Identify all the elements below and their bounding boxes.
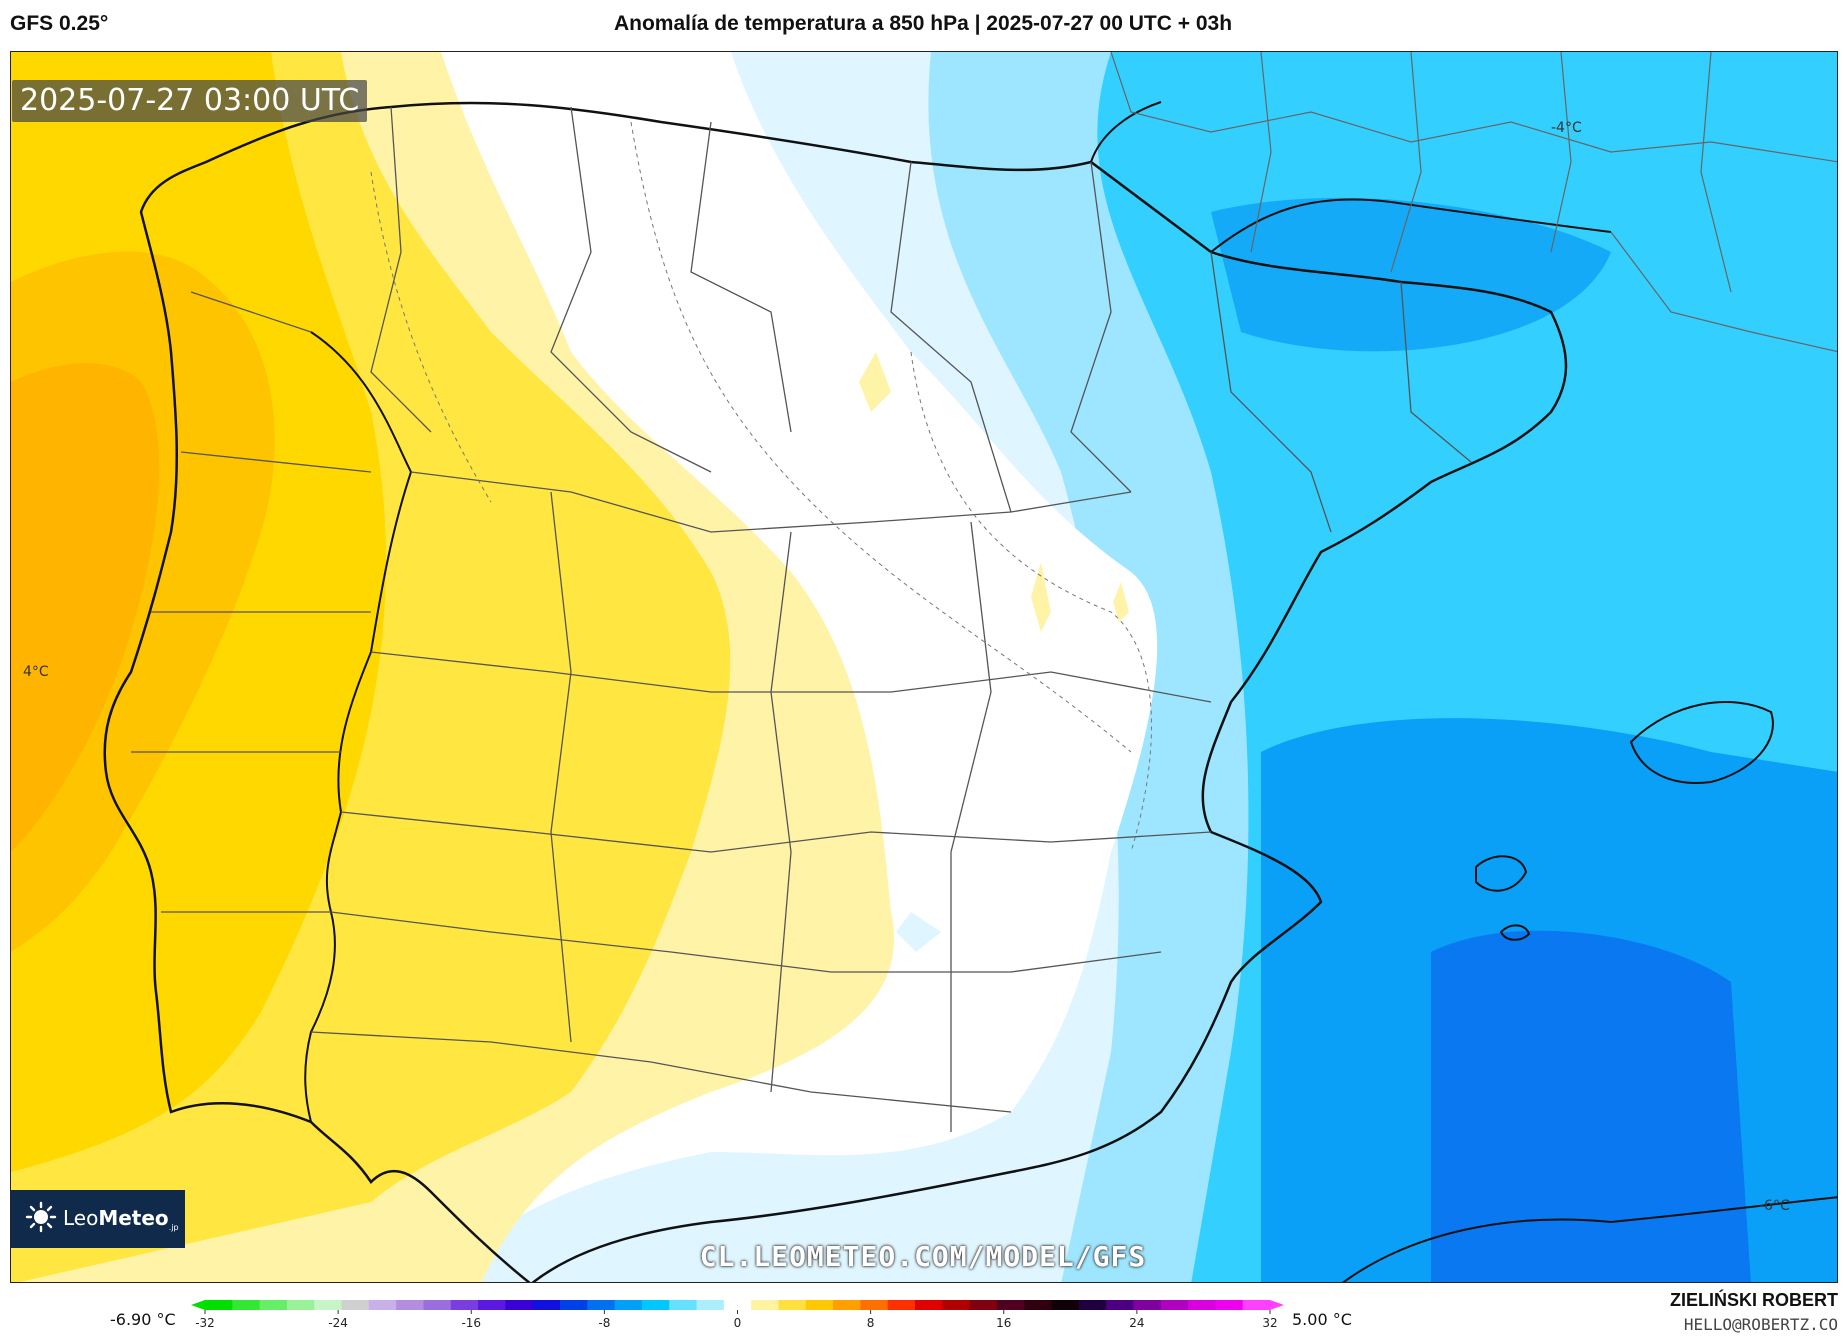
colorbar-segment bbox=[887, 1300, 916, 1310]
colorbar-segment bbox=[669, 1300, 698, 1310]
sun-icon bbox=[25, 1201, 57, 1238]
colorbar-segment bbox=[423, 1300, 452, 1310]
map-title: Anomalía de temperatura a 850 hPa | 2025… bbox=[613, 12, 1233, 35]
map-area[interactable]: 4°C -4°C -6°C bbox=[10, 51, 1838, 1283]
colorbar-segment bbox=[560, 1300, 588, 1310]
watermark-url: CL.LEOMETEO.COM/MODEL/GFS bbox=[699, 1240, 1147, 1273]
colorbar-segment bbox=[942, 1300, 971, 1310]
colorbar-segment bbox=[341, 1300, 370, 1310]
colorbar-tick-label: 16 bbox=[996, 1316, 1011, 1330]
colorbar-segment bbox=[614, 1300, 643, 1310]
colorbar-high-arrow bbox=[1270, 1300, 1284, 1310]
colorbar-segment bbox=[641, 1300, 670, 1310]
colorbar-segment bbox=[915, 1300, 943, 1310]
model-label: GFS 0.25° bbox=[10, 12, 109, 35]
author-credit: ZIELIŃSKI ROBERT HELLO@ROBERTZ.CO bbox=[1670, 1290, 1838, 1334]
colorbar-segment bbox=[996, 1300, 1025, 1310]
colorbar: -6.90 °C -32 -24 -16 -8 0 8 16 24 32 5.00 °C bbox=[0, 1286, 1846, 1339]
colorbar-segment bbox=[860, 1300, 889, 1310]
colorbar-segment bbox=[723, 1300, 752, 1310]
colorbar-segment bbox=[1160, 1300, 1189, 1310]
colorbar-segment bbox=[696, 1300, 725, 1310]
colorbar-segment bbox=[805, 1300, 834, 1310]
colorbar-segment bbox=[505, 1300, 534, 1310]
colorbar-tick-label: -8 bbox=[598, 1316, 610, 1330]
colorbar-segment bbox=[286, 1300, 315, 1310]
colorbar-segment bbox=[1078, 1300, 1107, 1310]
isoline-label: -6°C bbox=[1759, 1198, 1790, 1214]
valid-time-badge: 2025-07-27 03:00 UTC bbox=[12, 80, 368, 122]
colorbar-min-label: -6.90 °C bbox=[110, 1310, 176, 1329]
anomaly-field bbox=[11, 52, 1837, 1282]
colorbar-segment bbox=[450, 1300, 479, 1310]
colorbar-segment bbox=[1242, 1300, 1271, 1310]
colorbar-tick-label: -24 bbox=[328, 1316, 348, 1330]
colorbar-tick-label: -32 bbox=[195, 1316, 215, 1330]
colorbar-segment bbox=[478, 1300, 506, 1310]
colorbar-tick-label: 8 bbox=[867, 1316, 875, 1330]
colorbar-segment bbox=[1024, 1300, 1053, 1310]
colorbar-low-arrow bbox=[191, 1300, 205, 1310]
colorbar-segment bbox=[833, 1300, 861, 1310]
isoline-label: -4°C bbox=[1551, 120, 1582, 136]
colorbar-segment bbox=[778, 1300, 807, 1310]
colorbar-segment bbox=[1188, 1300, 1216, 1310]
colorbar-tick-label: 0 bbox=[734, 1316, 742, 1330]
colorbar-segment bbox=[587, 1300, 616, 1310]
colorbar-segment bbox=[1051, 1300, 1080, 1310]
colorbar-segment bbox=[532, 1300, 561, 1310]
colorbar-segment bbox=[396, 1300, 424, 1310]
isoline-label: 4°C bbox=[23, 664, 49, 680]
colorbar-segment bbox=[314, 1300, 343, 1310]
colorbar-segment bbox=[969, 1300, 998, 1310]
colorbar-segment bbox=[368, 1300, 397, 1310]
colorbar-tick-label: 24 bbox=[1129, 1316, 1144, 1330]
colorbar-segment bbox=[751, 1300, 779, 1310]
colorbar-max-label: 5.00 °C bbox=[1292, 1310, 1352, 1329]
author-name: ZIELIŃSKI ROBERT bbox=[1669, 1290, 1838, 1310]
leometeo-logo[interactable]: LeoMeteo.jp bbox=[11, 1190, 185, 1248]
colorbar-segment bbox=[1133, 1300, 1162, 1310]
colorbar-scale: -32 -24 -16 -8 0 8 16 24 32 bbox=[191, 1300, 1284, 1330]
colorbar-tick-label: 32 bbox=[1262, 1316, 1277, 1330]
colorbar-tick-label: -16 bbox=[461, 1316, 481, 1330]
colorbar-segment bbox=[1106, 1300, 1134, 1310]
author-email: HELLO@ROBERTZ.CO bbox=[1683, 1315, 1838, 1334]
colorbar-segment bbox=[205, 1300, 233, 1310]
colorbar-segment bbox=[1215, 1300, 1244, 1310]
logo-text: LeoMeteo.jp bbox=[63, 1206, 179, 1232]
colorbar-segment bbox=[259, 1300, 288, 1310]
colorbar-segment bbox=[232, 1300, 261, 1310]
